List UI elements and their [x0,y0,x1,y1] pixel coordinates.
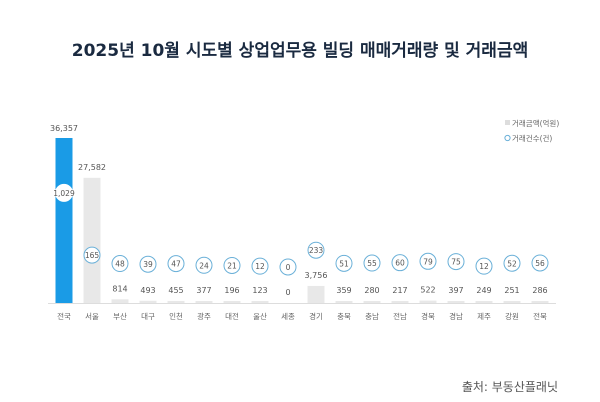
amount-label: 217 [392,286,407,295]
amount-label: 397 [448,286,463,295]
category-label: 강원 [505,311,519,321]
amount-label: 377 [196,286,211,295]
amount-label: 196 [224,286,239,295]
count-marker [307,241,325,259]
amount-label: 280 [364,286,379,295]
amount-bar [503,301,521,303]
legend-amount-label: 거래금액(억원) [512,118,559,128]
count-marker [55,183,73,202]
amount-bar [111,299,129,303]
category-label: 경남 [449,311,463,321]
amount-bar [363,301,381,303]
count-label: 79 [423,257,433,266]
category-label: 경북 [421,311,435,321]
amount-label: 3,756 [305,271,328,280]
category-label: 경기 [309,311,323,321]
category-label: 광주 [197,311,211,321]
source-note: 출처: 부동산플래닛 [461,380,558,394]
count-label: 51 [339,259,349,268]
amount-bar [447,301,465,303]
count-label: 39 [143,260,153,269]
amount-bar [83,177,101,303]
amount-bar [391,301,409,303]
count-marker [391,254,409,272]
count-marker [111,255,129,273]
category-label: 세종 [281,312,295,321]
amount-label: 249 [476,286,491,295]
category-label: 서울 [85,312,99,321]
amount-bar [307,285,325,303]
count-label: 12 [479,262,489,271]
count-marker [503,254,521,272]
legend-count-label: 거래건수(건) [512,133,552,143]
count-marker [447,253,465,271]
count-label: 75 [451,258,461,267]
count-label: 52 [507,259,517,268]
category-label: 인천 [169,311,183,321]
count-label: 24 [199,261,209,270]
category-label: 대전 [225,311,239,321]
amount-label: 359 [336,286,351,295]
count-label: 60 [395,259,405,268]
count-label: 0 [286,263,291,272]
count-marker [195,256,213,274]
category-label: 전남 [393,311,407,321]
category-label: 울산 [253,311,267,321]
count-marker [223,256,241,274]
amount-label: 27,582 [78,163,106,172]
count-label: 47 [171,260,181,269]
amount-label: 0 [285,288,290,297]
amount-bar [251,301,269,303]
count-marker [363,254,381,272]
amount-bar [419,300,437,303]
amount-bar [335,301,353,303]
count-marker [475,257,493,275]
count-marker [419,252,437,270]
count-marker [251,257,269,275]
amount-bar [531,301,549,303]
count-marker [335,254,353,272]
count-label: 165 [85,251,100,260]
legend-count-swatch [504,134,511,142]
amount-label: 814 [112,284,127,293]
amount-label: 522 [420,286,435,295]
amount-bar [223,301,241,303]
amount-label: 455 [168,286,183,295]
amount-label: 123 [252,286,267,295]
legend-amount-swatch [505,120,510,125]
amount-bar [139,300,157,303]
amount-label: 493 [140,286,155,295]
count-label: 21 [227,261,237,270]
amount-bar [55,138,73,303]
count-label: 56 [535,259,545,268]
category-label: 충남 [365,312,379,321]
category-label: 전국 [57,311,71,321]
chart-title: 2025년 10월 시도별 상업업무용 빌딩 매매거래량 및 거래금액 [71,41,529,61]
amount-label: 286 [532,286,547,295]
category-label: 부산 [113,311,127,321]
count-marker [167,255,185,273]
category-label: 대구 [141,312,155,321]
amount-bar [167,300,185,303]
category-label: 전북 [533,311,547,321]
amount-label: 36,357 [50,124,78,133]
count-label: 48 [115,260,125,269]
count-marker [83,246,101,264]
amount-bar [195,301,213,303]
count-label: 233 [309,246,324,255]
category-label: 제주 [477,312,491,321]
amount-label: 251 [504,286,519,295]
count-label: 1,029 [53,189,75,198]
count-marker [279,258,297,276]
amount-bar [475,301,493,303]
count-marker [139,255,157,273]
count-label: 55 [367,259,377,268]
count-label: 12 [255,262,265,271]
category-label: 충북 [337,312,351,321]
count-marker [531,254,549,272]
